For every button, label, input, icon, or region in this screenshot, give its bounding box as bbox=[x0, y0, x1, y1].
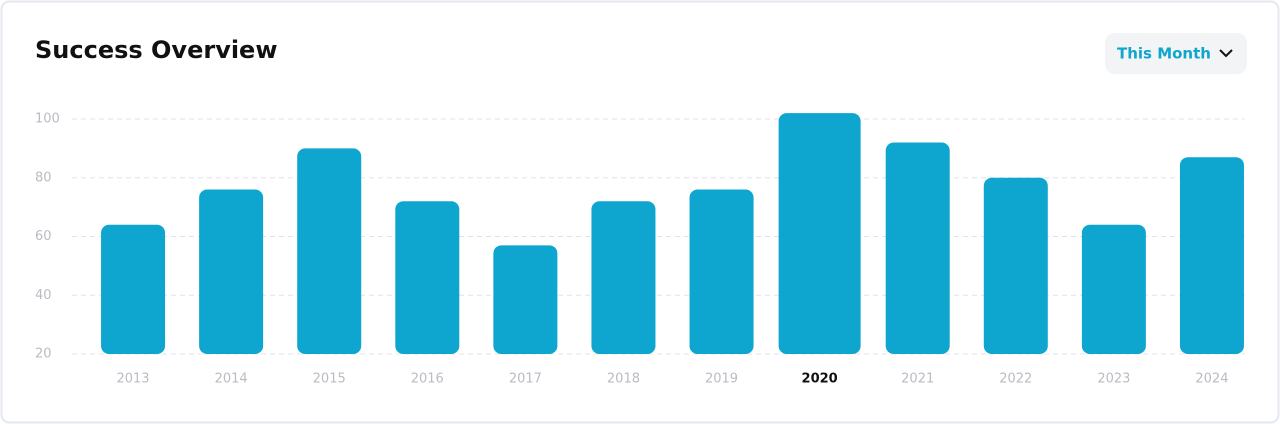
x-tick-label: 2014 bbox=[215, 372, 248, 387]
bar bbox=[689, 189, 754, 354]
bar bbox=[1179, 157, 1244, 354]
dropdown-label[interactable]: This Month bbox=[1117, 45, 1211, 63]
x-tick-label: 2017 bbox=[509, 372, 542, 387]
bar bbox=[297, 148, 362, 354]
bar bbox=[983, 177, 1048, 354]
bar bbox=[199, 189, 264, 354]
bar bbox=[591, 201, 656, 354]
x-tick-label: 2023 bbox=[1097, 372, 1130, 387]
y-tick-label: 40 bbox=[35, 288, 52, 303]
bar bbox=[493, 245, 558, 354]
x-tick-label: 2018 bbox=[607, 372, 640, 387]
y-tick-label: 20 bbox=[35, 347, 52, 362]
x-tick-label: 2019 bbox=[705, 372, 738, 387]
y-tick-label: 60 bbox=[35, 229, 52, 244]
x-tick-label: 2016 bbox=[411, 372, 444, 387]
y-tick-label: 100 bbox=[35, 112, 60, 127]
bar bbox=[778, 113, 861, 354]
bar bbox=[885, 142, 950, 354]
dropdown-chevron[interactable] bbox=[1219, 49, 1233, 58]
dropdown-background[interactable] bbox=[1105, 33, 1247, 74]
chart-title: Success Overview bbox=[35, 36, 278, 64]
x-tick-label: 2024 bbox=[1195, 372, 1228, 387]
bar bbox=[101, 224, 166, 354]
x-tick-label: 2022 bbox=[999, 372, 1032, 387]
bar bbox=[1081, 224, 1146, 354]
bar bbox=[395, 201, 460, 354]
y-tick-label: 80 bbox=[35, 170, 52, 185]
x-tick-label: 2013 bbox=[116, 372, 149, 387]
period-dropdown[interactable]: This Month bbox=[1105, 33, 1247, 74]
x-tick-label: 2015 bbox=[313, 372, 346, 387]
x-tick-label: 2020 bbox=[802, 372, 838, 387]
x-tick-label: 2021 bbox=[901, 372, 934, 387]
